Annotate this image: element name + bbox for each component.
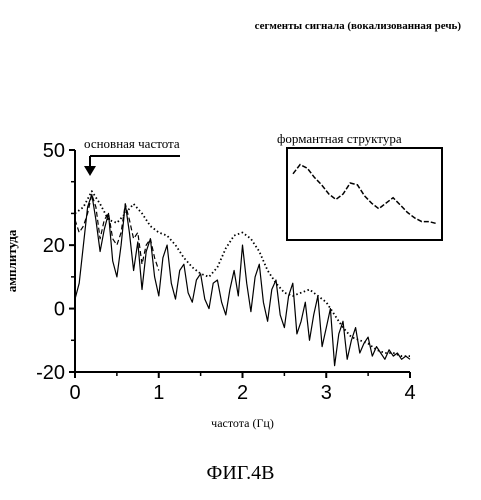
y-tick-label: 20: [43, 235, 65, 257]
x-tick-label: 1: [153, 382, 164, 404]
figure-caption: ФИГ.4В: [0, 462, 481, 485]
y-tick-label: -20: [36, 362, 65, 384]
spectrum-chart: 50200-2001234частота (Гц)амплитуда основ…: [0, 0, 481, 460]
fundamental-label: основная частота: [84, 136, 180, 151]
formant-label: формантная структура: [277, 131, 402, 146]
x-tick-label: 2: [237, 382, 248, 404]
x-axis-label: частота (Гц): [211, 416, 274, 430]
chart-annotations: основная частота: [84, 136, 180, 176]
y-tick-label: 0: [54, 299, 65, 321]
x-tick-label: 0: [69, 382, 80, 404]
y-axis-label: амплитуда: [4, 229, 19, 292]
x-tick-label: 4: [404, 382, 415, 404]
x-tick-label: 3: [321, 382, 332, 404]
y-tick-label: 50: [43, 140, 65, 162]
formant-inset: формантная структура: [277, 131, 442, 240]
fundamental-arrow-head: [84, 166, 96, 176]
formant-box: [287, 148, 442, 240]
